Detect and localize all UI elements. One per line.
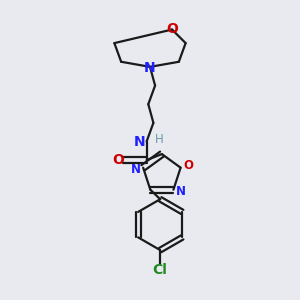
Text: N: N — [133, 134, 145, 148]
Text: Cl: Cl — [153, 263, 168, 278]
Text: O: O — [112, 153, 124, 167]
Text: N: N — [131, 163, 141, 176]
Text: N: N — [176, 185, 186, 198]
Text: H: H — [155, 133, 164, 146]
Text: O: O — [183, 160, 193, 172]
Text: N: N — [144, 61, 156, 75]
Text: O: O — [166, 22, 178, 36]
